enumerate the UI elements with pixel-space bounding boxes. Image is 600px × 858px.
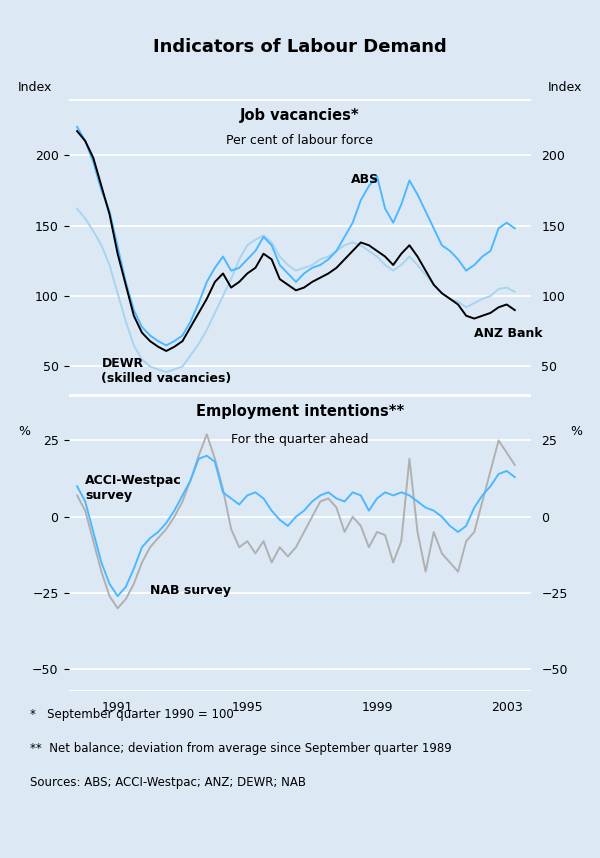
Text: ABS: ABS [351, 173, 379, 186]
Text: ANZ Bank: ANZ Bank [474, 327, 543, 340]
Text: Employment intentions**: Employment intentions** [196, 403, 404, 419]
Text: **  Net balance; deviation from average since September quarter 1989: ** Net balance; deviation from average s… [30, 742, 452, 755]
Text: Indicators of Labour Demand: Indicators of Labour Demand [153, 39, 447, 56]
Text: Sources: ABS; ACCI-Westpac; ANZ; DEWR; NAB: Sources: ABS; ACCI-Westpac; ANZ; DEWR; N… [30, 776, 306, 789]
Text: ACCI-Westpac
survey: ACCI-Westpac survey [85, 474, 182, 502]
Text: DEWR
(skilled vacancies): DEWR (skilled vacancies) [101, 357, 232, 384]
Text: Index: Index [548, 82, 582, 94]
Text: Job vacancies*: Job vacancies* [240, 107, 360, 123]
Text: %: % [570, 425, 582, 438]
Text: NAB survey: NAB survey [150, 584, 231, 597]
Text: For the quarter ahead: For the quarter ahead [231, 433, 369, 446]
Text: Per cent of labour force: Per cent of labour force [227, 134, 373, 148]
Text: *   September quarter 1990 = 100: * September quarter 1990 = 100 [30, 708, 234, 721]
Text: Index: Index [18, 82, 52, 94]
Text: %: % [18, 425, 30, 438]
